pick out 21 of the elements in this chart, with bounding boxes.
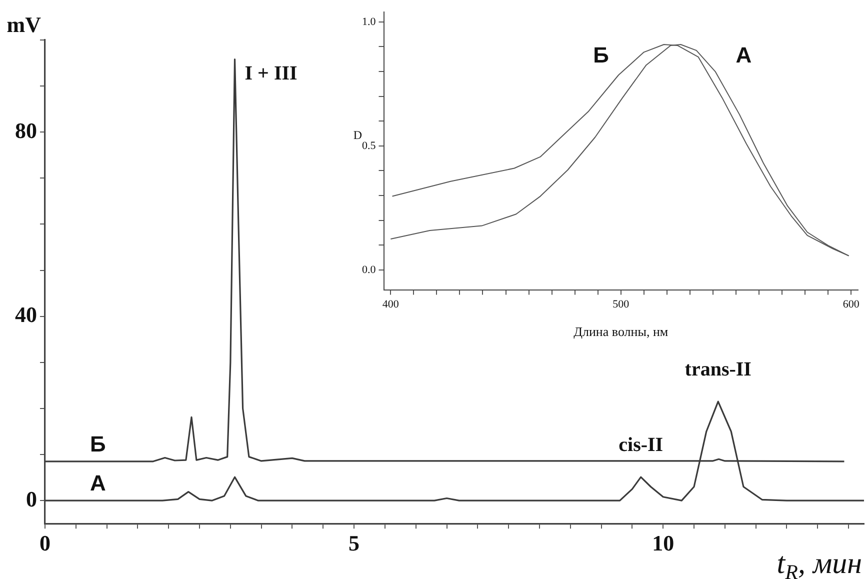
series-label: Б	[593, 42, 610, 68]
series-label: Б	[90, 431, 106, 456]
x-tick-label: 600	[842, 298, 860, 310]
x-tick-label: 10	[652, 530, 674, 556]
y-tick-label: 0	[26, 486, 37, 512]
y-tick-label: 1.0	[362, 16, 376, 28]
x-tick-label: 5	[348, 530, 360, 556]
y-tick-label: 80	[15, 118, 37, 143]
series-label: А	[90, 470, 106, 496]
x-tick-label: 500	[612, 298, 630, 310]
y-tick-label: 0.5	[362, 140, 376, 152]
x-tick-label: 400	[382, 298, 400, 310]
y-tick-label: 0.0	[362, 264, 376, 276]
annotation: trans-II	[684, 358, 752, 381]
y-axis-title: mV	[6, 12, 42, 37]
annotation: cis-II	[618, 434, 664, 456]
y-axis-title: D	[353, 128, 362, 142]
series-label: А	[736, 42, 752, 68]
annotation: I + III	[244, 62, 298, 84]
x-axis-title: Длина волны, нм	[574, 324, 668, 339]
y-tick-label: 40	[15, 302, 37, 328]
